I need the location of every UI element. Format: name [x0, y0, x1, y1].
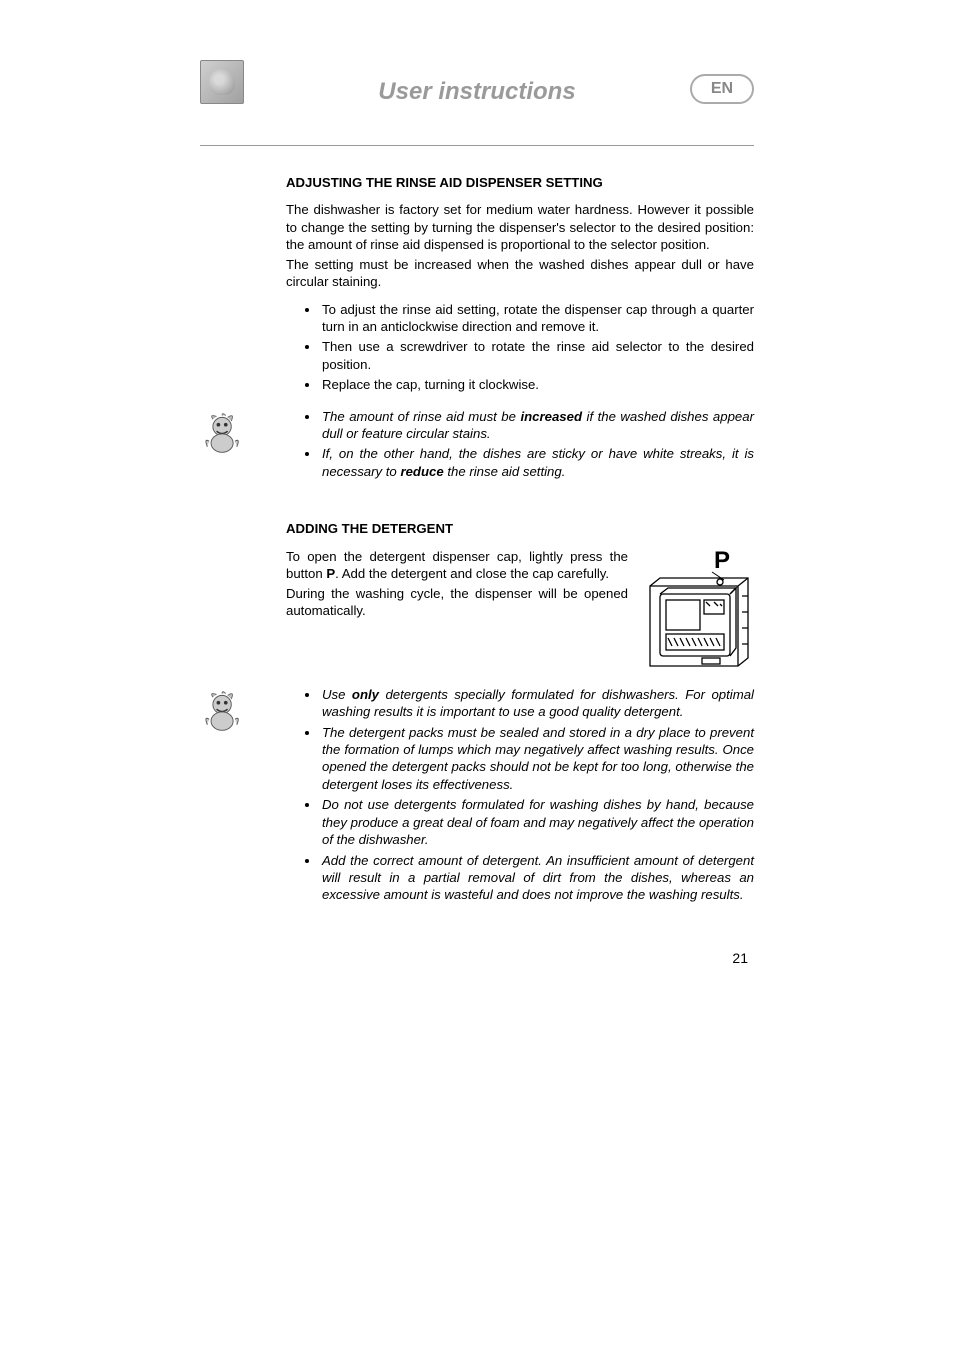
header-rule [200, 145, 754, 146]
list-item: Use only detergents specially formulated… [320, 686, 754, 721]
list-item: Add the correct amount of detergent. An … [320, 852, 754, 904]
list-item: Then use a screwdriver to rotate the rin… [320, 338, 754, 373]
svg-text:P: P [714, 548, 730, 574]
manual-logo-icon [200, 60, 244, 104]
body-text: During the washing cycle, the dispenser … [286, 585, 628, 620]
body-text: . Add the detergent and close the cap ca… [335, 566, 609, 581]
body-text: The setting must be increased when the w… [286, 256, 754, 291]
list-item: To adjust the rinse aid setting, rotate … [320, 301, 754, 336]
tip-text: detergents specially formulated for dish… [322, 687, 754, 719]
emphasis: only [352, 687, 379, 702]
tip-block: Use only detergents specially formulated… [286, 686, 754, 904]
page-number: 21 [732, 950, 748, 966]
body-text: To open the detergent dispenser cap, lig… [286, 548, 628, 583]
section-detergent: ADDING THE DETERGENT To open the deterge… [286, 520, 754, 903]
section-heading: ADDING THE DETERGENT [286, 520, 754, 537]
tip-list: Use only detergents specially formulated… [286, 686, 754, 904]
section-rinse-aid: ADJUSTING THE RINSE AID DISPENSER SETTIN… [286, 174, 754, 480]
page-title: User instructions [200, 60, 754, 106]
content-area: ADJUSTING THE RINSE AID DISPENSER SETTIN… [200, 174, 754, 904]
list-item: The detergent packs must be sealed and s… [320, 724, 754, 794]
language-badge: EN [690, 74, 754, 104]
list-item: Do not use detergents formulated for was… [320, 796, 754, 848]
tip-text: the rinse aid setting. [444, 464, 566, 479]
tip-text: The amount of rinse aid must be [322, 409, 520, 424]
list-item: If, on the other hand, the dishes are st… [320, 445, 754, 480]
body-text: The dishwasher is factory set for medium… [286, 201, 754, 253]
tip-character-icon [200, 688, 246, 734]
page: User instructions EN ADJUSTING THE RINSE… [0, 0, 954, 904]
section-heading: ADJUSTING THE RINSE AID DISPENSER SETTIN… [286, 174, 754, 191]
detergent-row: To open the detergent dispenser cap, lig… [286, 548, 754, 668]
list-item: Replace the cap, turning it clockwise. [320, 376, 754, 393]
tip-text: Use [322, 687, 352, 702]
emphasis: increased [520, 409, 582, 424]
tip-list: The amount of rinse aid must be increase… [286, 408, 754, 481]
list-item: The amount of rinse aid must be increase… [320, 408, 754, 443]
detergent-text: To open the detergent dispenser cap, lig… [286, 548, 628, 668]
page-header: User instructions EN [200, 60, 754, 130]
button-label-ref: P [326, 566, 335, 581]
tip-character-icon [200, 410, 246, 456]
tip-block: The amount of rinse aid must be increase… [286, 408, 754, 481]
emphasis: reduce [400, 464, 443, 479]
dispenser-figure: P [642, 548, 754, 668]
step-list: To adjust the rinse aid setting, rotate … [286, 301, 754, 394]
